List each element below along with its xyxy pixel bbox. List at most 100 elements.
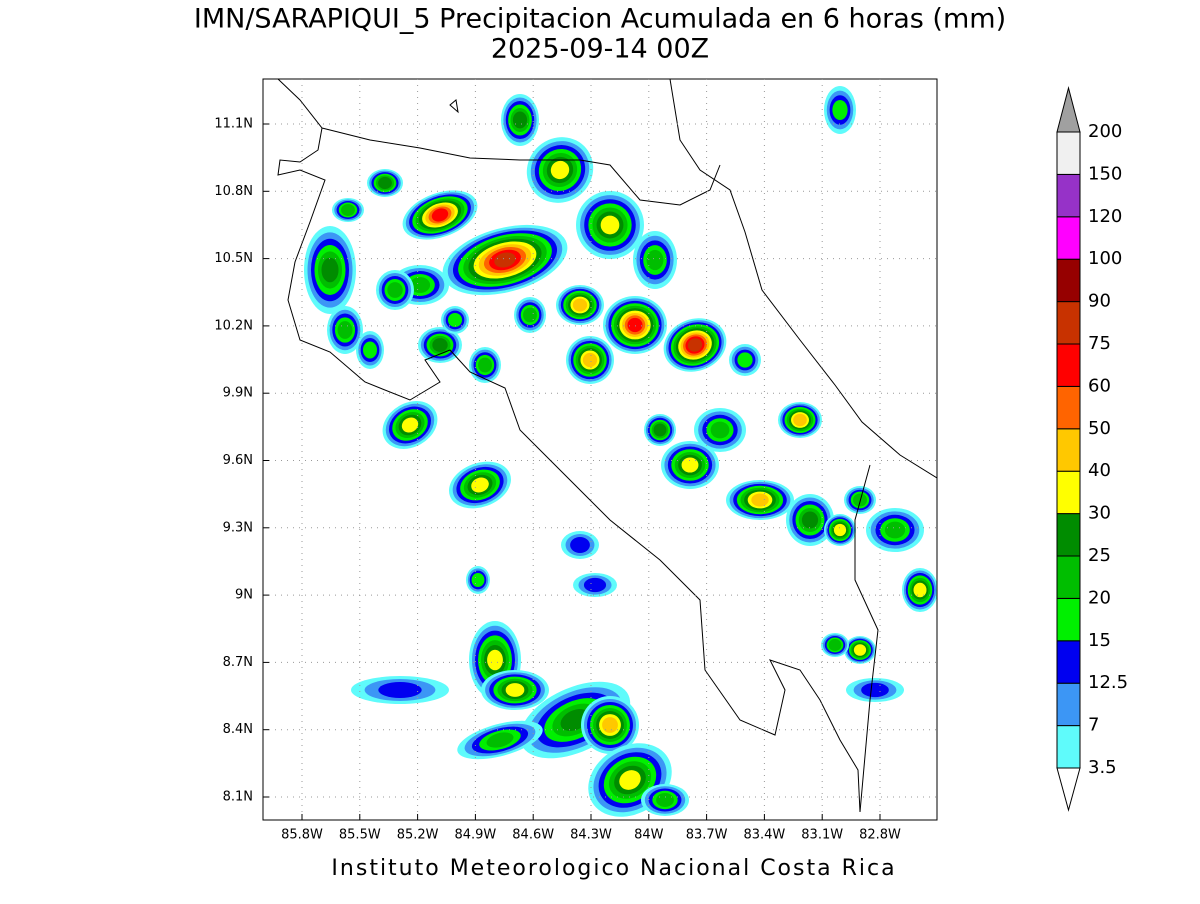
lat-label: 11.1N [214, 117, 253, 132]
colorbar-box [1056, 301, 1081, 345]
precip-field [304, 86, 937, 817]
precip-cell [432, 338, 448, 352]
precip-cell [913, 582, 927, 598]
lon-label: 83.1W [801, 828, 843, 843]
colorbar-box [1056, 555, 1081, 599]
precip-cell [884, 521, 906, 539]
colorbar-box [1056, 470, 1081, 515]
precip-cell [572, 298, 588, 312]
precip-cell [409, 277, 431, 293]
lon-label: 83.4W [743, 828, 785, 843]
colorbar-label: 120 [1088, 206, 1122, 227]
precip-cell [710, 421, 730, 439]
colorbar-label: 12.5 [1088, 672, 1128, 693]
colorbar-label: 40 [1088, 460, 1111, 481]
colorbar-box [1056, 385, 1081, 430]
lon-label: 84.3W [570, 828, 612, 843]
precip-cell [431, 208, 449, 222]
lat-label: 10.2N [214, 318, 253, 333]
colorbar-label: 75 [1088, 333, 1111, 354]
precip-cell [602, 717, 618, 733]
colorbar-box [1056, 343, 1081, 387]
colorbar-label: 30 [1088, 503, 1111, 524]
precip-cell [751, 493, 769, 507]
colorbar-label: 20 [1088, 587, 1111, 608]
colorbar-box [1056, 216, 1081, 260]
colorbar-label: 7 [1088, 715, 1099, 736]
lat-label: 8.4N [223, 722, 253, 737]
lat-label: 9.3N [223, 520, 253, 535]
precip-cell [832, 99, 848, 121]
precip-cell [687, 338, 703, 352]
title: IMN/SARAPIQUI_5 Precipitacion Acumulada … [194, 4, 1006, 35]
colorbar-box [1056, 173, 1081, 218]
colorbar-over [1056, 86, 1081, 133]
precip-cell [600, 215, 620, 235]
precip-cell [401, 417, 419, 433]
colorbar-label: 150 [1088, 163, 1122, 184]
precip-cell [653, 423, 667, 437]
precip-cell [793, 413, 807, 427]
lon-label: 85.8W [281, 828, 323, 843]
precip-cell [487, 649, 503, 671]
colorbar-label: 100 [1088, 248, 1122, 269]
precip-cell [447, 312, 463, 328]
lon-label: 85.2W [397, 828, 439, 843]
precip-cell [512, 111, 528, 129]
precip-cell [486, 732, 514, 748]
lat-label: 8.7N [223, 655, 253, 670]
precip-cell [861, 682, 889, 698]
precip-cell [646, 249, 664, 271]
plot-frame [262, 78, 938, 821]
lat-label: 9N [235, 588, 253, 603]
coastlines [277, 79, 937, 813]
colorbar-label: 200 [1088, 121, 1122, 142]
precip-cell [341, 204, 355, 216]
precip-cell [833, 523, 847, 537]
lon-label: 84.6W [512, 828, 554, 843]
lon-label: 84W [634, 828, 664, 843]
precip-cell [387, 282, 403, 298]
lon-label: 82.8W [859, 828, 901, 843]
precip-cell [619, 770, 641, 790]
colorbar-box [1056, 640, 1081, 684]
precip-cell [737, 352, 753, 368]
colorbar-box [1056, 513, 1081, 557]
lon-label: 84.9W [454, 828, 496, 843]
colorbar-box [1056, 131, 1081, 175]
precip-cell [801, 511, 819, 529]
precip-cell [570, 537, 590, 553]
precip-cell [378, 176, 392, 190]
lon-label: 83.7W [686, 828, 728, 843]
colorbar-box [1056, 682, 1081, 727]
lat-label: 9.6N [223, 453, 253, 468]
colorbar-label: 50 [1088, 418, 1111, 439]
precip-cell [828, 639, 842, 651]
precip-cell [378, 682, 422, 698]
colorbar-box [1056, 428, 1081, 472]
lat-label: 10.8N [214, 184, 253, 199]
colorbar-box [1056, 258, 1081, 303]
colorbar-box [1056, 597, 1081, 642]
precip-cell [523, 307, 537, 323]
precip-cell [681, 457, 699, 473]
precip-cell [627, 317, 643, 333]
precip-cell [582, 352, 598, 368]
precip-cell [656, 793, 674, 807]
colorbar-label: 90 [1088, 291, 1111, 312]
footer: Instituto Meteorologico Nacional Costa R… [331, 856, 896, 881]
precip-cell [494, 252, 516, 268]
precip-cell [478, 357, 492, 373]
colorbar-label: 15 [1088, 630, 1111, 651]
lat-label: 8.1N [223, 790, 253, 805]
lat-label: 10.5N [214, 251, 253, 266]
precip-cell [583, 577, 607, 593]
precip-cell [337, 321, 353, 339]
colorbar-label: 60 [1088, 375, 1111, 396]
lon-label: 85.5W [339, 828, 381, 843]
precip-cell [505, 683, 525, 697]
subtitle: 2025-09-14 00Z [491, 34, 709, 65]
colorbar-label: 25 [1088, 545, 1111, 566]
precip-cell [321, 257, 339, 283]
